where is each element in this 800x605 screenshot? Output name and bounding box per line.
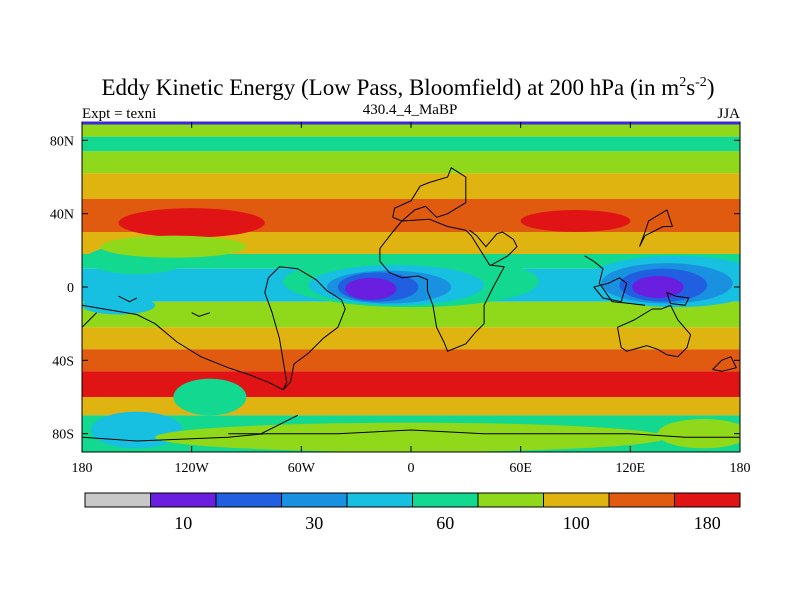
coastline-0 (82, 266, 346, 391)
contour-band-9 (82, 327, 740, 350)
y-tick-label-3: 40S (52, 354, 74, 369)
colorbar-swatch-0 (84, 492, 151, 508)
colorbar-label-3: 30 (305, 513, 323, 533)
x-tick-label-3: 0 (408, 461, 415, 476)
colorbar-swatch-8 (608, 492, 675, 508)
colorbar-swatch-2 (215, 492, 282, 508)
coastline-4 (584, 255, 646, 306)
contour-region-17 (82, 296, 156, 315)
contour-band-12 (82, 397, 740, 416)
x-tick-label-6: 180 (730, 461, 751, 476)
x-tick-label-2: 60W (288, 461, 316, 476)
coastline-6 (639, 209, 674, 247)
coastline-layer (82, 167, 740, 442)
contour-region-15 (657, 419, 740, 449)
colorbar-label-1: 10 (174, 513, 192, 533)
x-tick-label-0: 180 (72, 461, 93, 476)
coastline-9 (712, 356, 738, 372)
contour-region-16 (155, 422, 667, 452)
colorbar-swatch-9 (674, 492, 741, 508)
coastline-3 (469, 229, 518, 266)
contour-band-2 (82, 151, 740, 174)
colorbar: 10 30 60 100 180 (84, 492, 741, 533)
coastline-11 (666, 291, 690, 306)
colorbar-swatch-3 (281, 492, 348, 508)
colorbar-label-5: 60 (436, 513, 454, 533)
contour-band-0 (82, 122, 740, 137)
contour-field (82, 122, 740, 452)
y-tick-label-4: 80S (52, 428, 74, 443)
contour-region-5 (345, 277, 397, 300)
axes: 180 120W 60W 0 60E 120E 180 80N 40N 0 40S 80S (50, 122, 751, 476)
contour-region-12 (100, 235, 247, 258)
contour-region-11 (520, 210, 631, 232)
coastline-5 (617, 304, 692, 358)
coastline-12 (82, 312, 97, 328)
colorbar-swatch-7 (543, 492, 610, 508)
contour-region-10 (118, 208, 265, 238)
contour-region-14 (91, 411, 183, 449)
subtitle-label: 430.4_4_MaBP (363, 102, 458, 118)
contour-region-9 (632, 276, 684, 298)
coastline-14 (191, 312, 211, 317)
contour-band-5 (82, 232, 740, 254)
y-tick-label-0: 80N (50, 134, 74, 149)
colorbar-swatch-6 (477, 492, 544, 508)
x-tick-label-4: 60E (509, 461, 532, 476)
y-tick-label-1: 40N (50, 208, 74, 223)
x-tick-label-1: 120W (175, 461, 210, 476)
y-tick-label-2: 0 (67, 281, 74, 296)
season-label: JJA (717, 106, 740, 122)
x-tick-label-5: 120E (616, 461, 646, 476)
contour-band-1 (82, 136, 740, 152)
coastline-13 (118, 295, 138, 303)
colorbar-swatch-1 (150, 492, 217, 508)
colorbar-swatch-4 (346, 492, 413, 508)
colorbar-swatch-5 (412, 492, 479, 508)
coastline-2 (392, 167, 467, 222)
coastline-10 (593, 277, 628, 303)
chart-title: Eddy Kinetic Energy (Low Pass, Bloomfiel… (102, 75, 715, 100)
contour-band-3 (82, 173, 740, 199)
coastline-1 (379, 218, 505, 352)
experiment-label: Expt = texni (82, 106, 156, 122)
coastline-7 (82, 429, 740, 442)
contour-band-10 (82, 349, 740, 372)
colorbar-label-7: 100 (563, 513, 590, 533)
colorbar-label-9: 180 (694, 513, 721, 533)
coastline-8 (228, 414, 298, 435)
contour-region-13 (173, 378, 247, 416)
